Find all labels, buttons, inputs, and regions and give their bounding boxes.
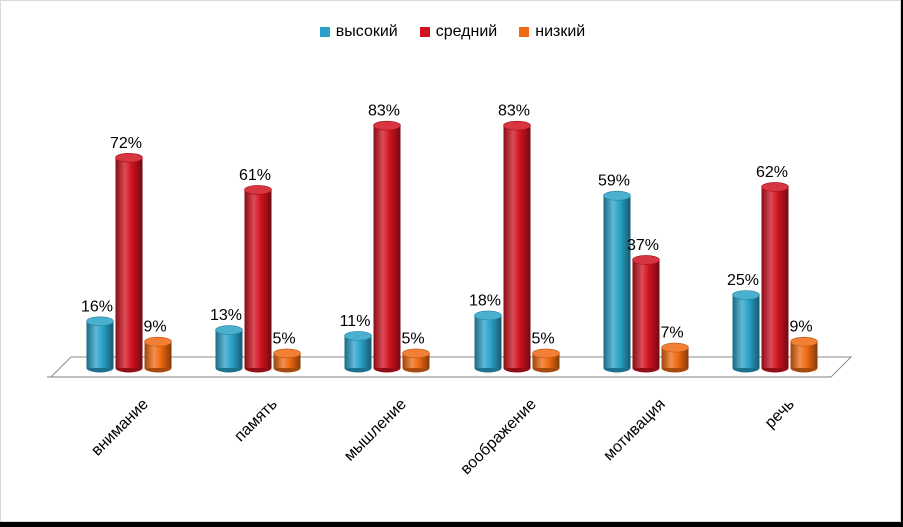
data-label-2-2: 5%: [401, 330, 424, 347]
data-label-0-2: 11%: [340, 313, 371, 330]
bar-0-0: [86, 316, 114, 373]
bar-1-3: [503, 120, 531, 373]
bar-0-4: [603, 190, 631, 373]
legend-item-high: высокий: [319, 23, 398, 41]
x-tick-label-5: речь: [762, 396, 798, 432]
x-tick-label-3: воображение: [458, 396, 540, 478]
legend-label-medium: средний: [435, 23, 498, 40]
data-label-2-1: 5%: [272, 330, 295, 347]
legend-item-medium: средний: [419, 23, 498, 41]
data-label-2-0: 9%: [143, 319, 166, 336]
bar-1-5: [761, 182, 789, 373]
data-label-1-1: 61%: [239, 167, 271, 184]
data-label-0-5: 25%: [727, 272, 759, 289]
data-label-1-3: 83%: [498, 103, 530, 120]
bar-1-2: [373, 120, 401, 373]
data-label-0-1: 13%: [210, 307, 242, 324]
data-label-0-0: 16%: [81, 298, 113, 315]
bar-0-3: [474, 310, 502, 373]
bar-1-0: [115, 152, 143, 373]
bar-0-5: [732, 290, 760, 373]
data-label-1-4: 37%: [627, 237, 659, 254]
bar-2-0: [144, 336, 172, 373]
data-label-0-3: 18%: [469, 292, 501, 309]
data-label-1-0: 72%: [110, 135, 142, 152]
bar-2-3: [532, 348, 560, 373]
bar-2-5: [790, 336, 818, 373]
data-label-0-4: 59%: [598, 173, 630, 190]
legend: высокий средний низкий: [1, 23, 903, 41]
bar-2-4: [661, 342, 689, 373]
data-label-2-4: 7%: [660, 325, 683, 342]
legend-swatch-high: [319, 27, 330, 37]
legend-label-high: высокий: [335, 23, 398, 40]
bar-0-1: [215, 325, 243, 373]
data-label-1-2: 83%: [368, 103, 400, 120]
bar-0-2: [344, 331, 372, 373]
legend-swatch-medium: [419, 27, 430, 37]
x-tick-label-4: мотивация: [600, 396, 668, 464]
bar-2-2: [402, 348, 430, 373]
bar-1-4: [632, 255, 660, 373]
x-tick-label-0: внимание: [88, 396, 152, 460]
data-label-2-5: 9%: [789, 319, 812, 336]
x-tick-label-1: память: [231, 396, 280, 445]
legend-swatch-low: [519, 27, 530, 37]
bar-1-1: [244, 185, 272, 373]
data-label-2-3: 5%: [531, 330, 554, 347]
legend-label-low: низкий: [535, 23, 586, 40]
legend-item-low: низкий: [519, 23, 585, 41]
bar-2-1: [273, 348, 301, 373]
data-label-1-5: 62%: [756, 164, 788, 181]
x-tick-label-2: мышление: [341, 396, 410, 465]
